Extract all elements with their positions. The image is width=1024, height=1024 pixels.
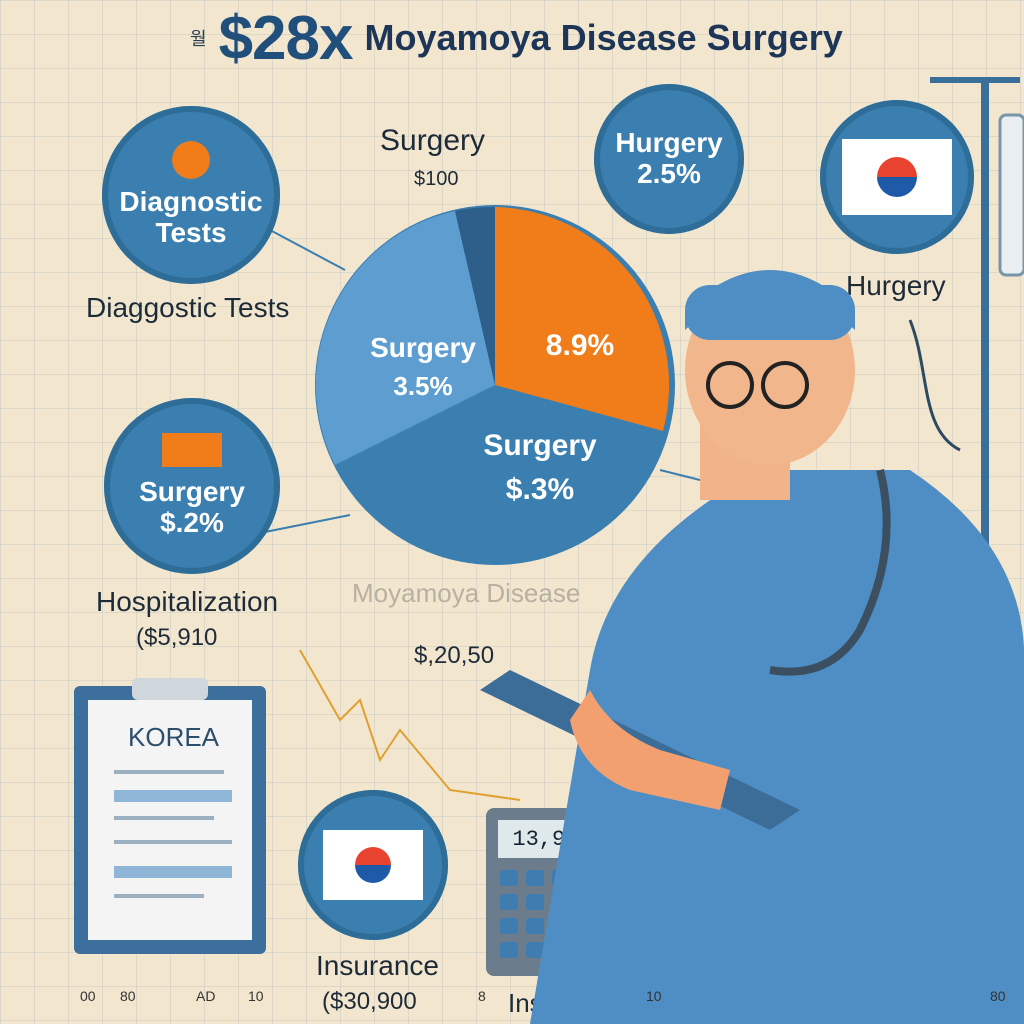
circle-korea-flag-bottom (298, 790, 448, 940)
label-surgery-top-val: $100 (414, 168, 459, 190)
axis-tick-5: 10 (646, 988, 662, 1004)
circle-korea-flag-top (820, 100, 974, 254)
pie-value-orange: 8.9% (546, 329, 614, 362)
title-prefix: 월 (190, 29, 207, 49)
circle-diagnostic-tests: Diagnostic Tests (102, 106, 280, 284)
korea-label: KOREA (128, 722, 220, 752)
axis-tick-2: AD (196, 988, 216, 1004)
pie-slice-orange (495, 207, 670, 431)
page-title: 월 $28x Moyamoya Disease Surgery (190, 0, 843, 76)
label-moyamoya: Moyamoya Disease (352, 578, 581, 608)
korea-flag-icon (842, 139, 952, 215)
pie-value-surgery-b: $.3% (506, 473, 574, 506)
label-hosp-value: ($5,910 (136, 624, 218, 651)
circle-hurgery-value: 2.5% (637, 158, 701, 190)
label-hospitalization: Hospitalization (96, 586, 279, 617)
label-hurgery-right: Hurgery (846, 270, 946, 301)
doctor-illustration (480, 270, 1024, 1024)
label-price-mid: $,20,50 (414, 642, 495, 669)
lightbulb-icon (172, 141, 210, 180)
clipboard-korea: KOREA (74, 678, 266, 954)
axis-tick-3: 10 (248, 988, 264, 1004)
axis-tick-6: 80 (990, 988, 1006, 1004)
axis-tick-4: 8 (478, 988, 486, 1004)
label-insurance-1: Insurance (316, 950, 439, 981)
circle-hurgery: Hurgery 2.5% (594, 84, 744, 234)
korea-flag-icon (323, 830, 423, 900)
circle-surgery-left: Surgery $.2% (104, 398, 280, 574)
title-text: Moyamoya Disease Surgery (364, 17, 843, 58)
title-price: $28x (218, 3, 354, 73)
circle-diag-label1: Diagnostic (119, 186, 263, 218)
pie-label-surgery-b: Surgery (483, 429, 597, 462)
pie-value-surgery-a: 3.5% (393, 371, 452, 401)
axis-tick-1: 80 (120, 988, 136, 1004)
clipboard-paper: KOREA (88, 700, 252, 940)
pie-slice-dark (455, 206, 495, 385)
pie-chart: Surgery 3.5% 8.9% Surgery $.3% (315, 205, 675, 565)
document-icon (162, 432, 222, 467)
axis-tick-0: 00 (80, 988, 96, 1004)
circle-hurgery-label: Hurgery (615, 126, 723, 158)
pie-slice-light (315, 211, 495, 465)
pie-label-surgery-a: Surgery (370, 332, 476, 363)
label-diag-side: Diaggostic Tests (86, 292, 290, 323)
circle-surgery-left-label: Surgery (139, 475, 245, 507)
clipboard-clip (132, 678, 208, 700)
circle-surgery-left-value: $.2% (160, 507, 224, 539)
circle-diag-label2: Tests (155, 217, 227, 248)
label-insurance-value: ($30,900 (322, 988, 417, 1015)
label-surgery-top: Surgery (380, 124, 486, 157)
